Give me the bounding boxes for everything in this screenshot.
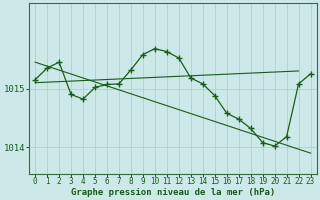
X-axis label: Graphe pression niveau de la mer (hPa): Graphe pression niveau de la mer (hPa) xyxy=(71,188,275,197)
